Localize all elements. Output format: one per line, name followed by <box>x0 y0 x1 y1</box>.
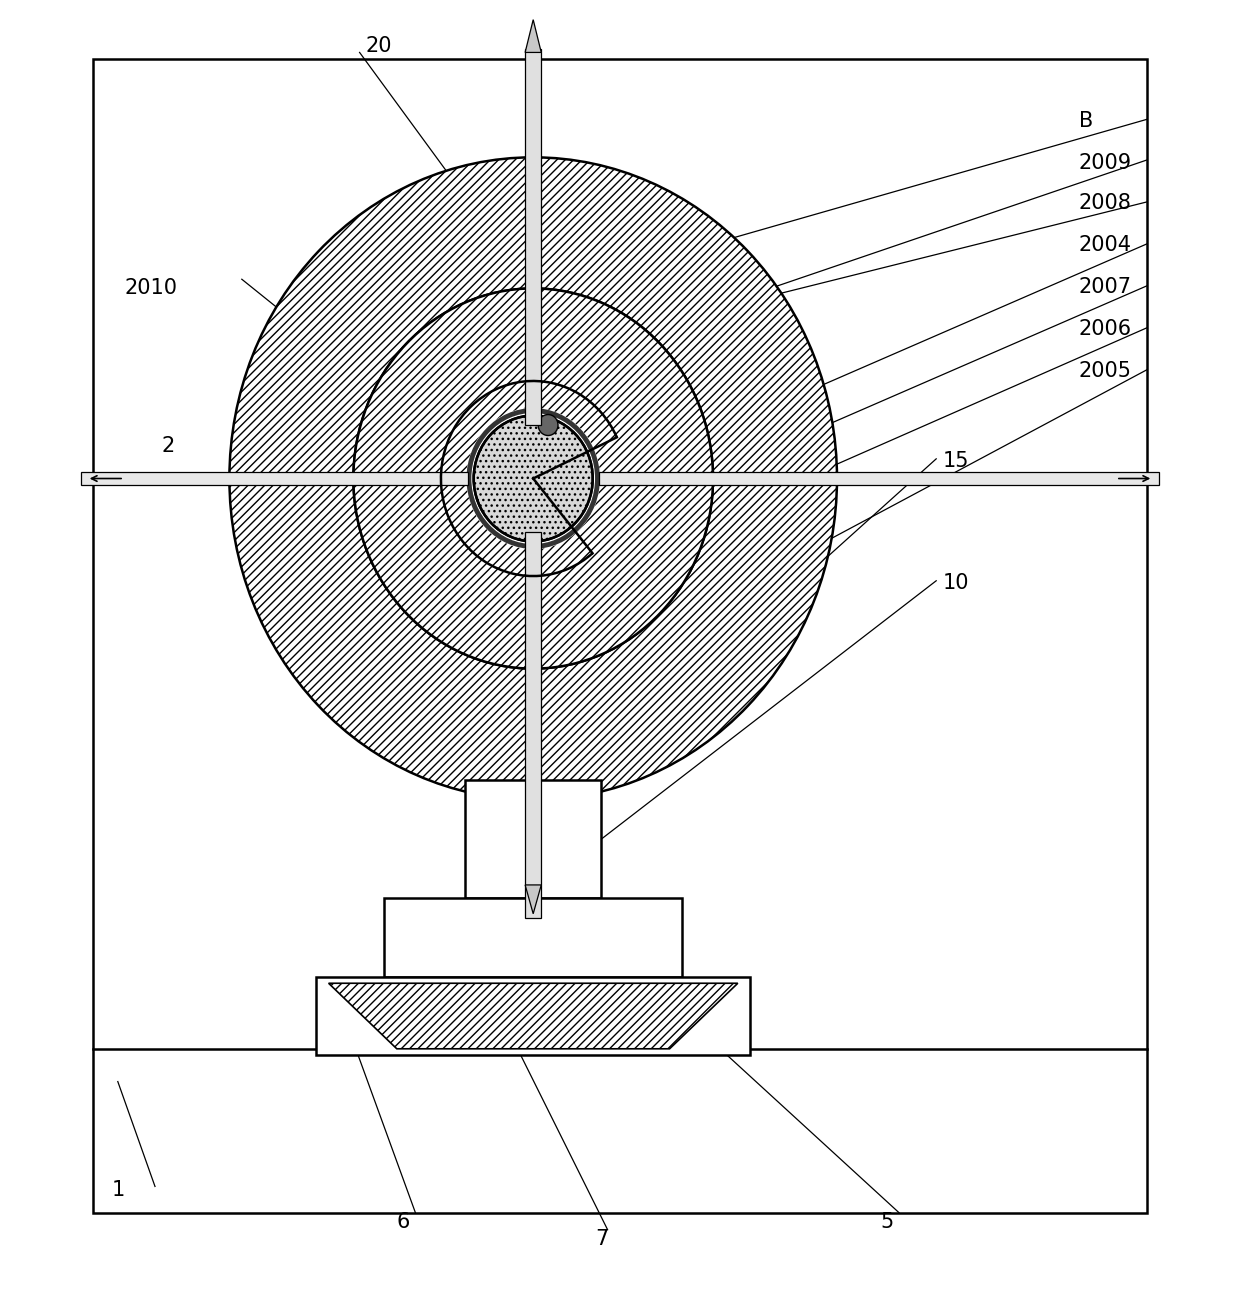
Polygon shape <box>526 20 541 52</box>
Bar <box>526 49 541 425</box>
Text: 2009: 2009 <box>1079 152 1132 173</box>
Circle shape <box>353 288 713 669</box>
Text: 2006: 2006 <box>1079 319 1132 340</box>
Text: 20: 20 <box>366 35 392 56</box>
Text: 2005: 2005 <box>1079 361 1132 382</box>
Text: 10: 10 <box>942 573 968 594</box>
Text: 6: 6 <box>397 1211 410 1232</box>
Circle shape <box>538 414 558 435</box>
Bar <box>81 472 467 485</box>
Text: 5: 5 <box>880 1211 894 1232</box>
Polygon shape <box>329 983 738 1049</box>
Text: 2010: 2010 <box>124 278 177 299</box>
Polygon shape <box>526 885 541 914</box>
Circle shape <box>466 408 600 549</box>
Circle shape <box>229 157 837 800</box>
Text: 2008: 2008 <box>1079 193 1132 214</box>
Bar <box>384 898 682 977</box>
Text: 2007: 2007 <box>1079 277 1132 298</box>
Bar <box>316 977 750 1055</box>
Text: 15: 15 <box>942 451 968 472</box>
Bar <box>465 780 601 898</box>
Text: 7: 7 <box>595 1228 609 1249</box>
Bar <box>599 472 1159 485</box>
Circle shape <box>474 416 593 541</box>
Bar <box>93 59 1147 1213</box>
Text: B: B <box>1079 110 1092 131</box>
Circle shape <box>353 288 713 669</box>
Text: 2: 2 <box>161 435 175 456</box>
Text: 1: 1 <box>112 1180 125 1201</box>
Text: 2004: 2004 <box>1079 235 1132 256</box>
Bar <box>526 532 541 918</box>
